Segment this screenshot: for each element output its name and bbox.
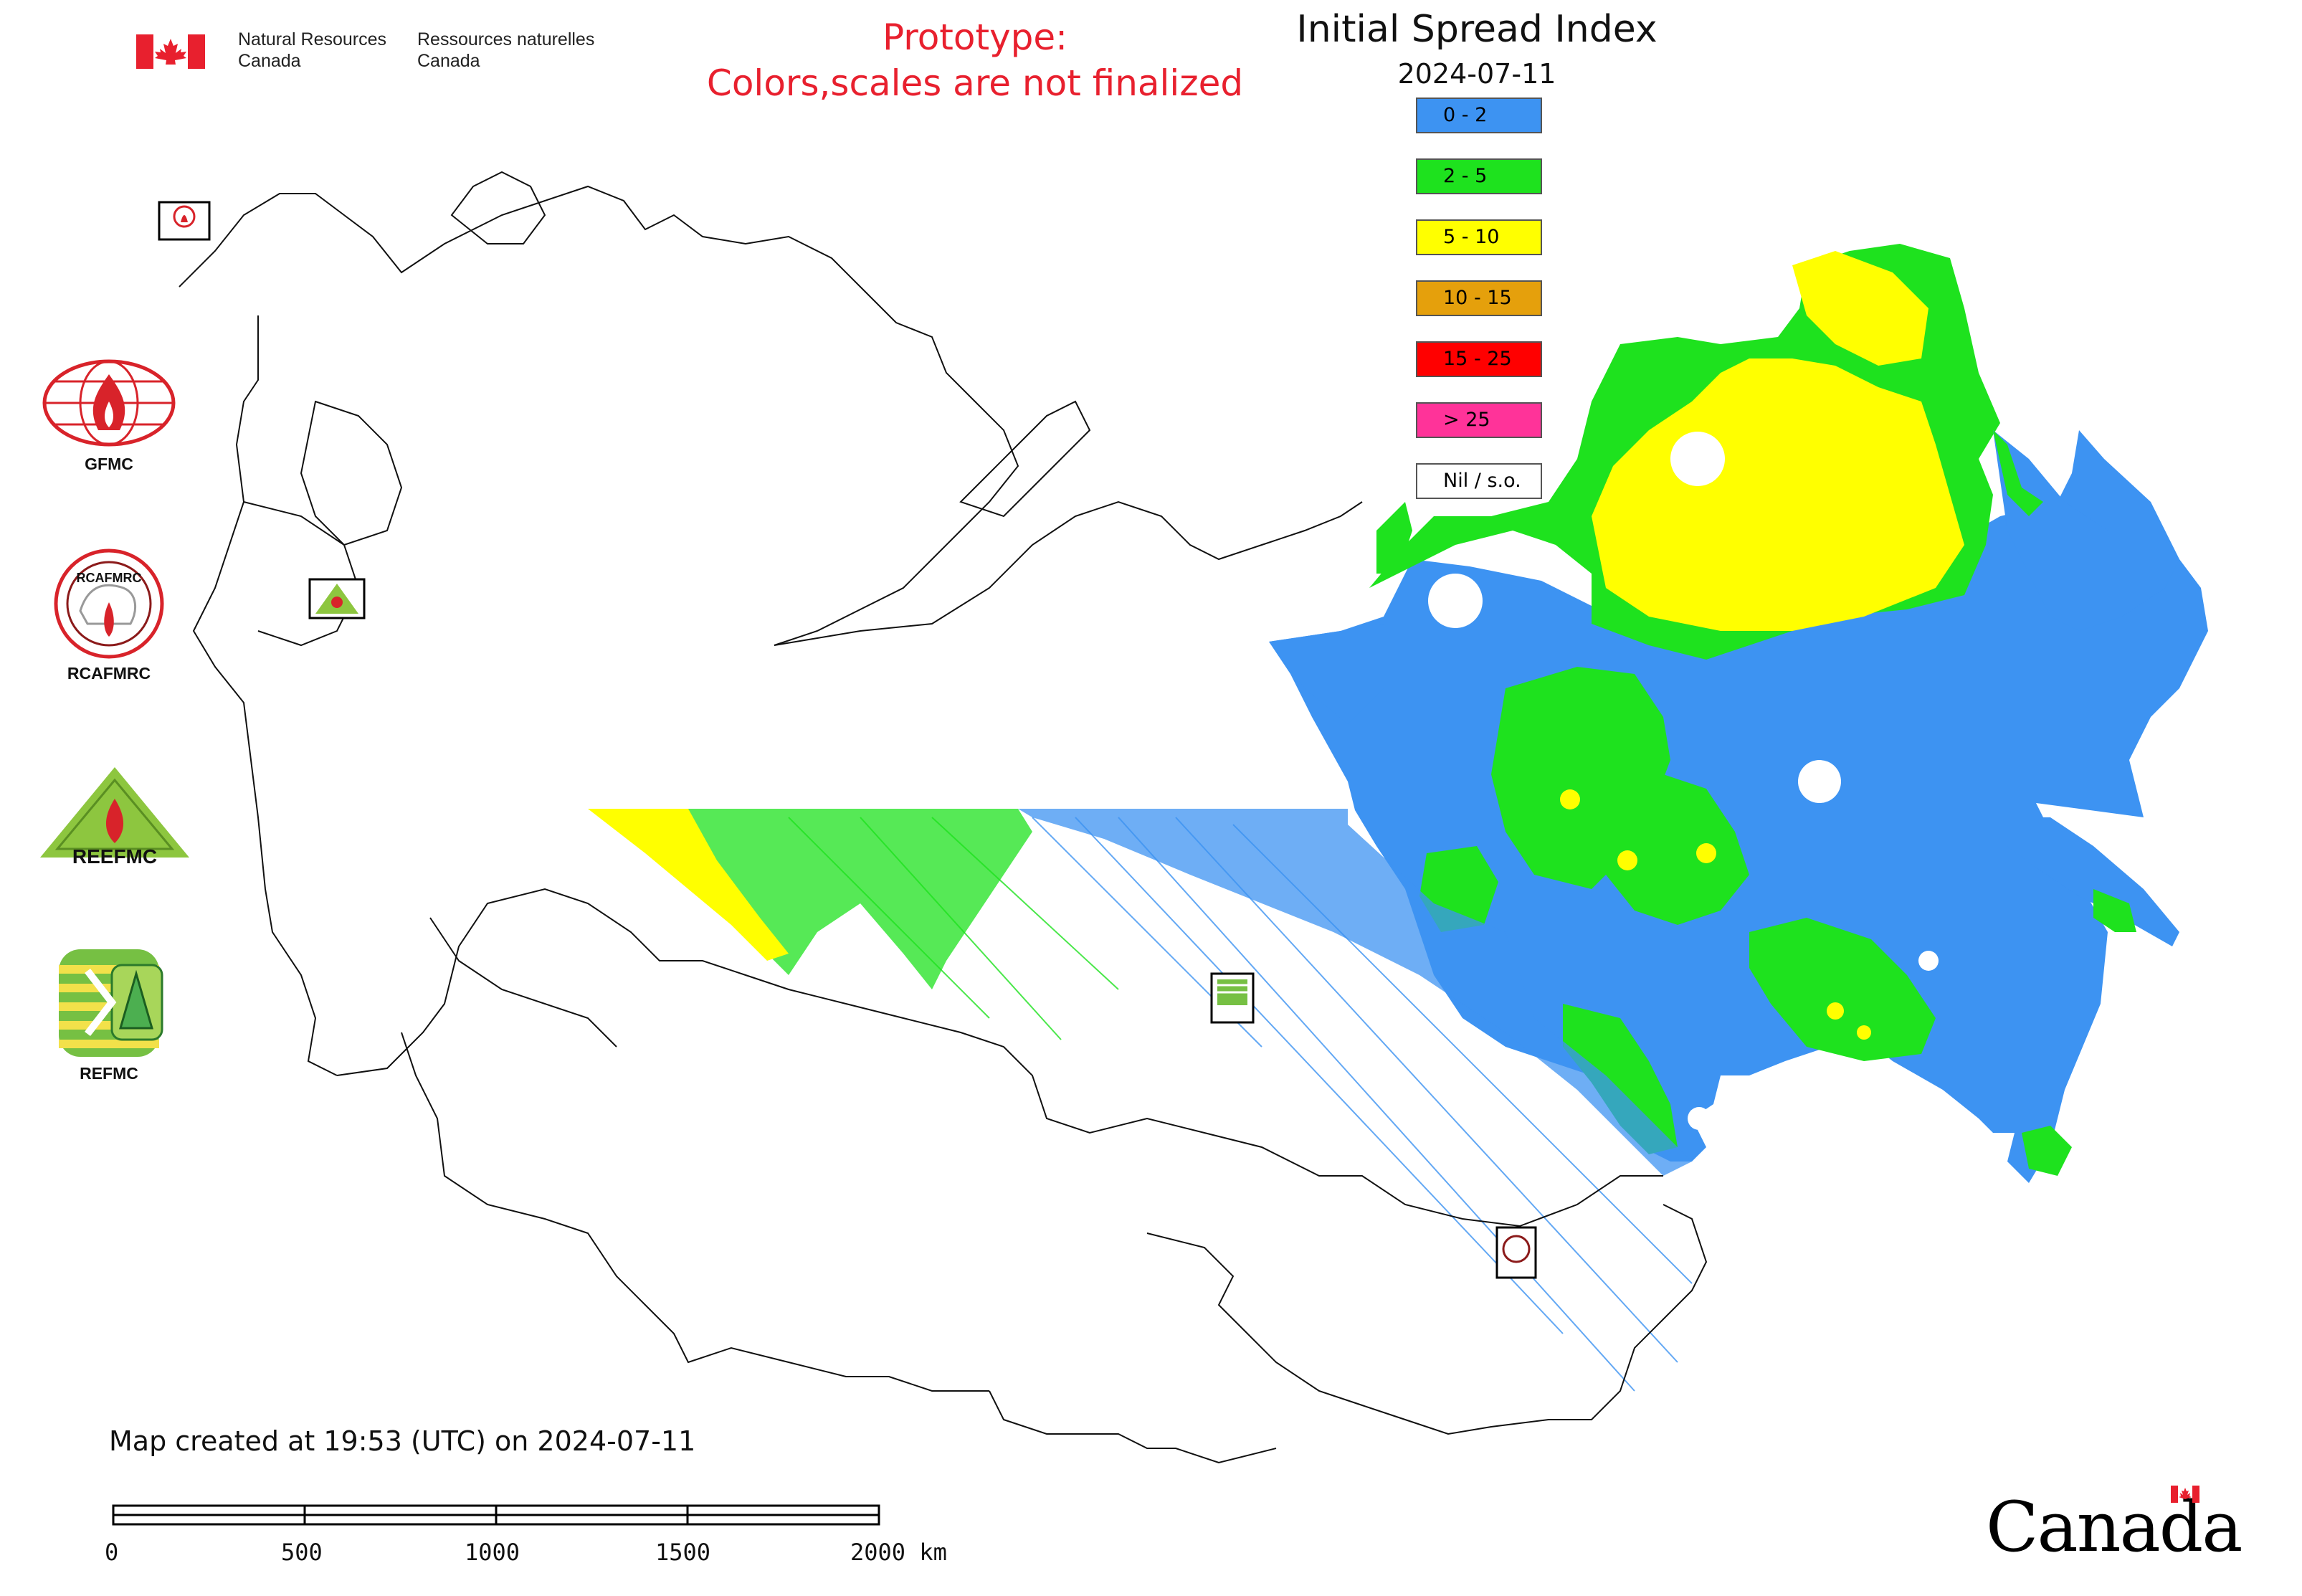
map-marker-reefmc: [308, 578, 366, 619]
nil-hole-east: [1918, 951, 1939, 971]
legend-item-4: 15 - 25: [1416, 341, 1542, 377]
isi-raster-green-sakhalin: [2022, 1126, 2072, 1176]
border-central-asia-north: [336, 888, 1663, 1227]
isi-raster-kamchatka-south: [2093, 889, 2136, 932]
rcafmrc-logo-icon: RCAFMRC: [54, 548, 164, 659]
dept-en-line1: Natural Resources: [238, 29, 387, 49]
gfmc-caption: GFMC: [85, 455, 133, 473]
map-marker-gfmc: [158, 201, 211, 241]
legend-item-2: 5 - 10: [1416, 219, 1542, 255]
isi-raster-wedge-blue: [1018, 809, 1692, 1176]
legend-label-3: 10 - 15: [1443, 287, 1512, 309]
prototype-notice-line2: Colors,scales are not finalized: [706, 62, 1244, 104]
nil-hole-south: [1688, 1107, 1711, 1130]
map-title: Initial Spread Index: [1296, 8, 1657, 51]
coastline-scandinavia: [179, 185, 1019, 646]
dept-name-fr: Ressources naturelles Canada: [417, 29, 594, 72]
isi-raster-green-east: [1606, 774, 1749, 925]
legend-label-4: 15 - 25: [1443, 348, 1512, 370]
border-caucasus: [429, 917, 617, 1048]
isi-raster-kamchatka: [2007, 817, 2179, 946]
isi-raster-wedge-yellow: [588, 809, 789, 961]
gfmc-logo-icon: [42, 359, 176, 447]
legend-item-6: Nil / s.o.: [1416, 463, 1542, 499]
isi-raster-green-sw: [1563, 1004, 1678, 1154]
dept-en-line2: Canada: [238, 51, 301, 71]
scale-tick-2000: 2000 km: [850, 1539, 947, 1566]
legend-item-3: 10 - 15: [1416, 280, 1542, 316]
canada-flag-icon: [136, 34, 205, 69]
nil-hole-se: [2080, 1112, 2100, 1132]
border-central-asia-south: [401, 1032, 989, 1392]
map-date: 2024-07-11: [1397, 58, 1556, 90]
legend-label-0: 0 - 2: [1443, 104, 1488, 126]
coastline-arctic: [774, 500, 1363, 646]
map-marker-refmc: [1210, 972, 1255, 1024]
isi-raster-yellow-north: [1792, 251, 1928, 366]
rcafmrc-logo: RCAFMRC RCAFMRC: [37, 545, 181, 695]
scale-tick-500: 500: [281, 1539, 323, 1566]
prototype-notice: Prototype: Colors,scales are not finaliz…: [645, 14, 1305, 106]
scale-tick-1000: 1000: [465, 1539, 520, 1566]
nil-hole-central: [1798, 760, 1841, 803]
dept-fr-line1: Ressources naturelles: [417, 29, 595, 49]
created-timestamp: Map created at 19:53 (UTC) on 2024-07-11: [109, 1425, 696, 1457]
border-europe-west: [192, 315, 338, 1076]
isi-raster-chukotka: [1993, 430, 2179, 631]
border-kazakhstan-east: [989, 1390, 1277, 1464]
nrcan-signature: Natural Resources Canada Ressources natu…: [136, 29, 609, 79]
border-mongolia: [1146, 1204, 1708, 1435]
dept-name-en: Natural Resources Canada: [238, 29, 386, 72]
refmc-logo: REFMC: [37, 942, 181, 1093]
isi-raster-wedge-streaks-green: [788, 817, 1119, 1040]
isi-raster-green-south: [1749, 918, 1936, 1061]
isi-raster-yellow-spots: [1560, 789, 1871, 1040]
map-marker-rcafmrc: [1495, 1226, 1537, 1279]
refmc-caption: REFMC: [80, 1064, 138, 1083]
gfmc-logo: GFMC: [37, 358, 181, 480]
border-belarus-ukraine: [243, 501, 360, 647]
scale-tick-1500: 1500: [655, 1539, 711, 1566]
svg-text:REEFMC: REEFMC: [72, 845, 157, 868]
isi-raster-blue-west-lobe: [1269, 624, 1384, 724]
svg-text:RCAFMRC: RCAFMRC: [77, 571, 142, 585]
nil-hole-north: [1670, 432, 1725, 486]
isi-raster-taimyr: [1376, 502, 1412, 574]
coastline-kola: [450, 171, 546, 244]
legend-item-1: 2 - 5: [1416, 158, 1542, 194]
reefmc-logo-icon: REEFMC: [40, 767, 189, 868]
border-baltic: [300, 400, 403, 546]
legend-label-6: Nil / s.o.: [1443, 470, 1521, 492]
wordmark-flag-icon: [2171, 1486, 2199, 1503]
canada-wordmark-text: Canada: [1986, 1487, 2242, 1567]
refmc-logo-icon: [59, 949, 163, 1057]
rcafmrc-caption: RCAFMRC: [67, 664, 151, 683]
legend-label-2: 5 - 10: [1443, 226, 1500, 248]
country-borders: [179, 171, 1708, 1464]
prototype-notice-line1: Prototype:: [882, 16, 1068, 58]
legend: 0 - 2 2 - 5 5 - 10 10 - 15 15 - 25 > 25 Nil / …: [1416, 98, 1545, 499]
reefmc-logo: REEFMC: [36, 764, 194, 879]
isi-raster-wedge-streaks: [1032, 817, 1693, 1392]
legend-item-0: 0 - 2: [1416, 98, 1542, 133]
scale-bar: [112, 1504, 880, 1526]
canada-wordmark: Canada: [1986, 1486, 2242, 1570]
legend-label-5: > 25: [1443, 409, 1490, 431]
scale-tick-0: 0: [105, 1539, 119, 1566]
nil-hole-taimyr: [1428, 574, 1483, 628]
isi-raster-chukotka-green: [1993, 430, 2043, 516]
isi-raster-yellow-core: [1592, 358, 1964, 631]
legend-label-1: 2 - 5: [1443, 165, 1488, 187]
isi-raster: [588, 244, 2208, 1392]
coastline-novaya-zemlya: [959, 400, 1091, 518]
legend-item-5: > 25: [1416, 402, 1542, 438]
dept-fr-line2: Canada: [417, 51, 480, 71]
